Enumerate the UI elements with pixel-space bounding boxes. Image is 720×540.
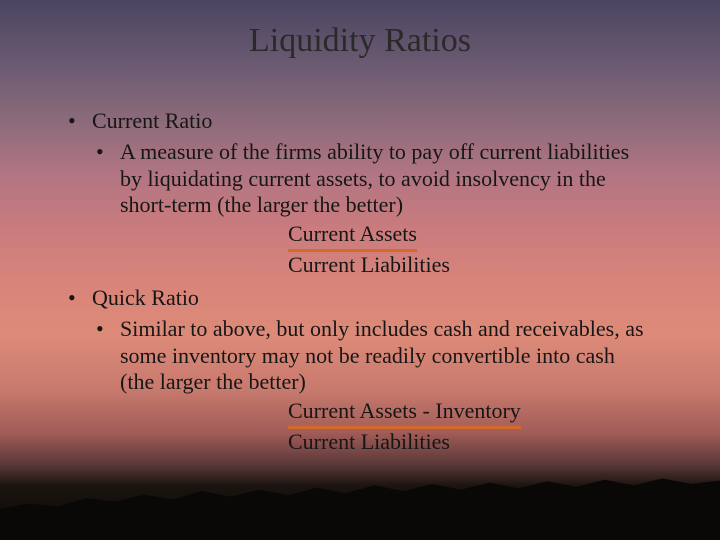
slide-title: Liquidity Ratios bbox=[0, 0, 720, 60]
bullet-quick-ratio-desc: Similar to above, but only includes cash… bbox=[96, 316, 652, 396]
bullet-quick-ratio: Quick Ratio bbox=[68, 285, 652, 312]
bullet-desc-text: A measure of the firms ability to pay of… bbox=[120, 139, 629, 218]
fraction-current-ratio: Current Assets Current Liabilities bbox=[288, 221, 652, 279]
bullet-heading: Current Ratio bbox=[92, 108, 212, 133]
fraction-numerator: Current Assets bbox=[288, 221, 417, 252]
fraction-denominator: Current Liabilities bbox=[288, 429, 652, 456]
bullet-heading: Quick Ratio bbox=[92, 285, 199, 310]
bullet-current-ratio-desc: A measure of the firms ability to pay of… bbox=[96, 139, 652, 219]
bullet-current-ratio: Current Ratio bbox=[68, 108, 652, 135]
slide-content: Current Ratio A measure of the firms abi… bbox=[0, 60, 720, 456]
slide: Liquidity Ratios Current Ratio A measure… bbox=[0, 0, 720, 540]
tree-silhouette bbox=[0, 470, 720, 540]
fraction-denominator: Current Liabilities bbox=[288, 252, 652, 279]
fraction-numerator: Current Assets - Inventory bbox=[288, 398, 521, 429]
bullet-desc-text: Similar to above, but only includes cash… bbox=[120, 316, 644, 395]
fraction-quick-ratio: Current Assets - Inventory Current Liabi… bbox=[288, 398, 652, 456]
